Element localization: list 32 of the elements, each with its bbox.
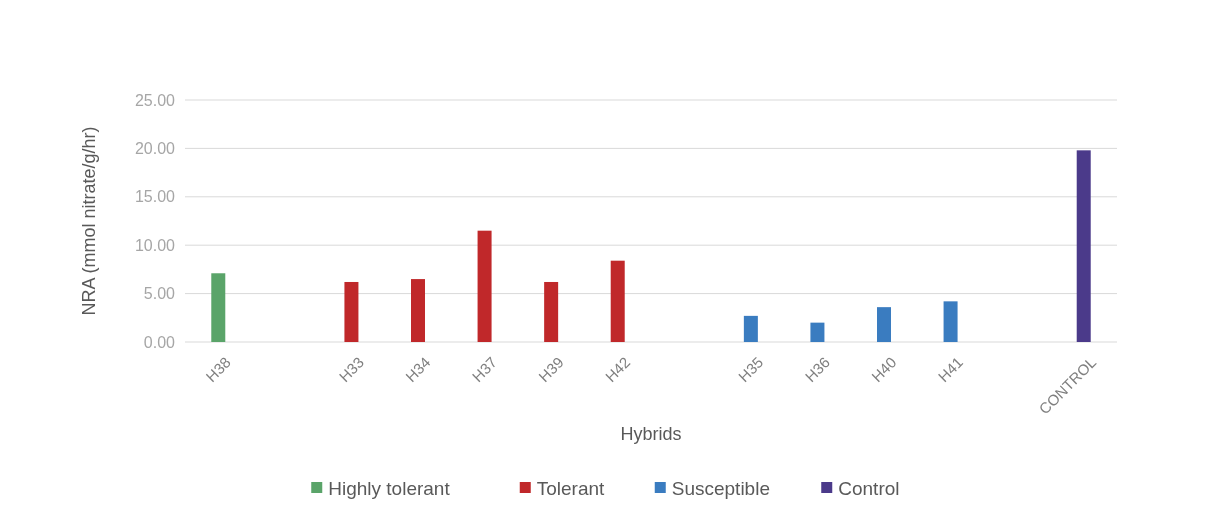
- bar: [610, 260, 625, 342]
- bar: [211, 273, 226, 342]
- legend-label: Susceptible: [671, 477, 770, 499]
- x-tick-label: H34: [402, 353, 434, 386]
- bar: [544, 281, 559, 342]
- x-tick-label: H41: [934, 353, 967, 386]
- x-tick-label: H42: [601, 353, 634, 386]
- x-tick-label: H40: [868, 353, 900, 386]
- x-tick-label: H33: [335, 353, 367, 386]
- bar: [477, 230, 492, 342]
- x-tick-label: H39: [535, 353, 567, 386]
- legend-label: Highly tolerant: [328, 477, 451, 499]
- bar: [411, 279, 425, 342]
- bar: [1076, 150, 1091, 342]
- bar: [344, 281, 359, 342]
- bar: [743, 315, 758, 342]
- y-tick-label: 0.00: [143, 333, 176, 351]
- bar: [943, 301, 958, 342]
- y-tick-label: 25.00: [134, 91, 176, 109]
- y-tick-label: 10.00: [134, 236, 176, 254]
- bar: [877, 307, 891, 342]
- x-tick-label: H36: [801, 353, 833, 386]
- x-tick-label: H35: [734, 353, 767, 386]
- bar: [810, 322, 825, 342]
- y-tick-label: 20.00: [134, 140, 176, 157]
- y-tick-label: 5.00: [143, 285, 176, 303]
- x-tick-label: H38: [202, 353, 234, 386]
- x-axis-title: Hybrids: [620, 424, 682, 444]
- y-axis-title: NRA (mmol nitrate/g/hr): [79, 126, 99, 316]
- legend-label: Control: [838, 477, 900, 499]
- legend-label: Tolerant: [536, 477, 606, 499]
- y-tick-label: 15.00: [134, 188, 176, 206]
